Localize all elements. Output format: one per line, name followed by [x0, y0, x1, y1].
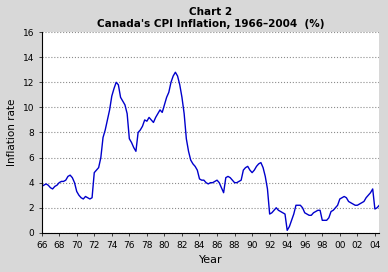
- X-axis label: Year: Year: [199, 255, 222, 265]
- Title: Chart 2
Canada's CPI Inflation, 1966–2004  (%): Chart 2 Canada's CPI Inflation, 1966–200…: [97, 7, 324, 29]
- Y-axis label: Inflation rate: Inflation rate: [7, 99, 17, 166]
